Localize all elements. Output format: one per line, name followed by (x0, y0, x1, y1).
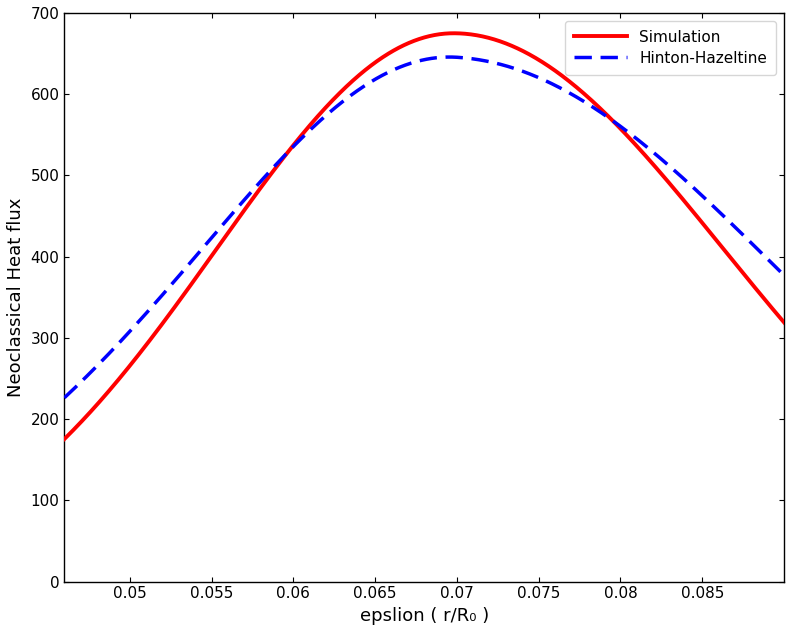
Simulation (788, 328, 791, 336)
Line: Simulation: Simulation (64, 33, 791, 439)
Legend: Simulation, Hinton-Hazeltine: Simulation, Hinton-Hazeltine (565, 21, 777, 75)
Simulation (628, 138, 638, 145)
Hinton-Hazeltine (445, 53, 455, 61)
Hinton-Hazeltine (354, 86, 363, 94)
Hinton-Hazeltine (134, 318, 143, 325)
Simulation (560, 74, 570, 82)
Hinton-Hazeltine (628, 132, 638, 140)
Simulation (380, 52, 390, 59)
Simulation (134, 351, 143, 358)
Hinton-Hazeltine (380, 70, 390, 78)
X-axis label: epslion ( r/R₀ ): epslion ( r/R₀ ) (360, 607, 489, 625)
Hinton-Hazeltine (560, 87, 570, 94)
Simulation (448, 30, 458, 37)
Simulation (59, 435, 69, 443)
Hinton-Hazeltine (788, 279, 791, 287)
Simulation (354, 71, 363, 79)
Hinton-Hazeltine (59, 394, 69, 401)
Simulation (641, 152, 650, 160)
Hinton-Hazeltine (641, 142, 650, 150)
Line: Hinton-Hazeltine: Hinton-Hazeltine (64, 57, 791, 398)
Y-axis label: Neoclassical Heat flux: Neoclassical Heat flux (7, 198, 25, 397)
